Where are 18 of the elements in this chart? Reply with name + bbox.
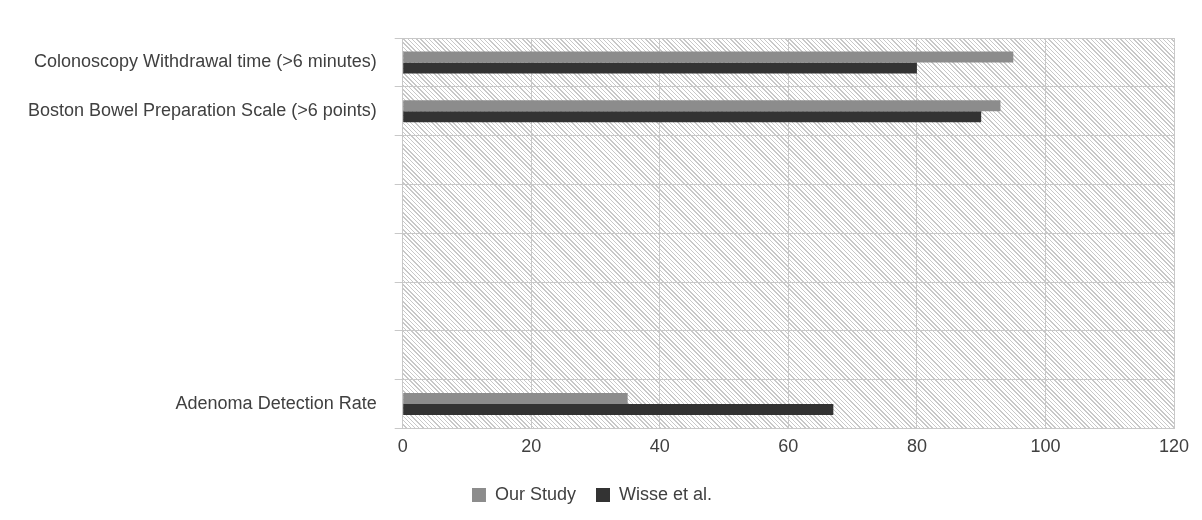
bar: [403, 100, 1001, 112]
x-tick-label: 100: [1030, 436, 1061, 457]
bar: [403, 393, 628, 404]
x-tick-label: 40: [649, 436, 670, 457]
bar: [403, 62, 917, 74]
bar: [403, 51, 1014, 63]
legend-label: Our Study: [494, 483, 577, 504]
x-tick-label: 80: [906, 436, 927, 457]
legend-label: Wisse et al.: [619, 483, 713, 504]
bar: [403, 111, 982, 123]
y-tick-label: Boston Bowel Preparation Scale (>6 points): [27, 100, 377, 121]
x-tick-label: 60: [778, 436, 799, 457]
x-tick-label: 0: [397, 436, 408, 457]
x-tick-label: 120: [1158, 436, 1190, 457]
y-tick-label: Colonoscopy Withdrawal time (>6 minutes): [34, 51, 377, 72]
y-tick-label: Adenoma Detection Rate: [175, 392, 377, 413]
bar: [403, 404, 834, 415]
x-tick-label: 20: [521, 436, 542, 457]
